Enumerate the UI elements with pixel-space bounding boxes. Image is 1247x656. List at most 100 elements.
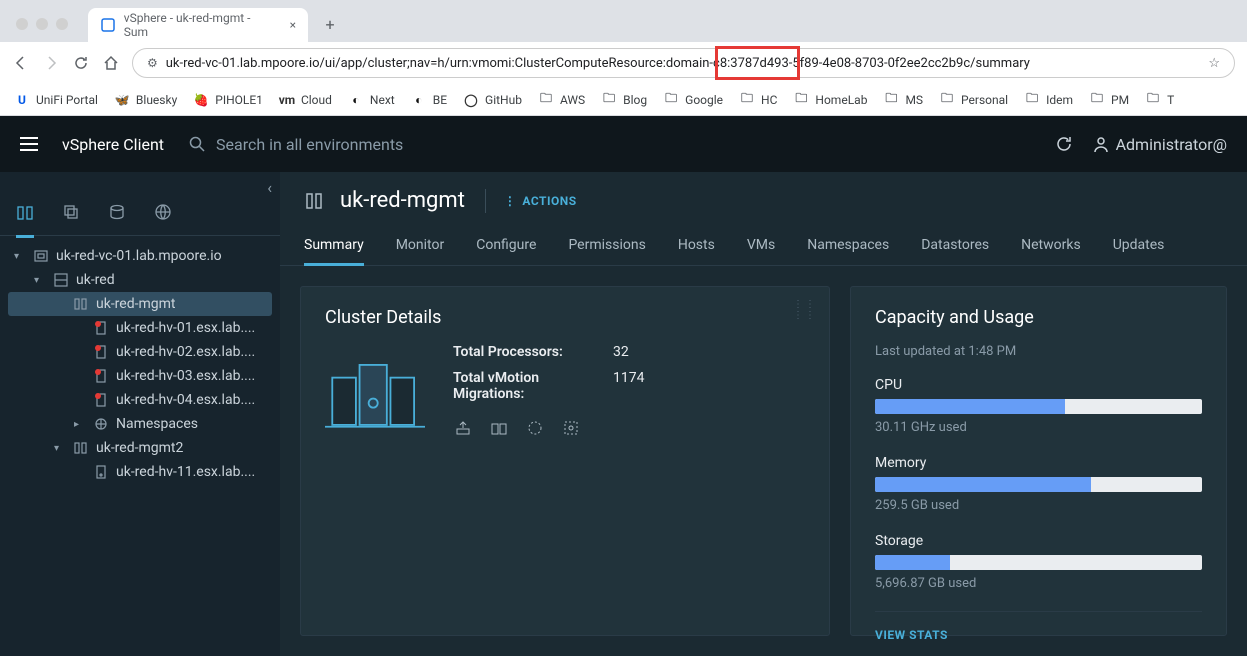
usage-title: Capacity and Usage: [875, 307, 1202, 328]
browser-tab[interactable]: vSphere - uk-red-mgmt - Sum ×: [88, 8, 308, 42]
bookmark-label: HomeLab: [815, 93, 867, 107]
sidebar: ‹ ▾uk-red-vc-01.lab.mpoore.io▾uk-red uk-r…: [0, 172, 280, 656]
tree-caret-icon[interactable]: ▸: [74, 419, 86, 430]
tree-item[interactable]: uk-red-hv-04.esx.lab....: [8, 388, 272, 412]
user-menu[interactable]: Administrator@: [1092, 135, 1227, 154]
tree-caret-icon[interactable]: ▾: [14, 251, 26, 262]
close-dot[interactable]: [16, 18, 28, 30]
tree-label: uk-red-hv-01.esx.lab....: [116, 320, 255, 336]
tab-hosts[interactable]: Hosts: [678, 227, 715, 265]
bookmark-item[interactable]: 🦋Bluesky: [110, 90, 181, 110]
tree-item[interactable]: uk-red-hv-11.esx.lab....: [8, 460, 272, 484]
global-search[interactable]: Search in all environments: [188, 135, 403, 154]
bookmark-item[interactable]: 🗀 HC: [735, 90, 781, 110]
stat-label: Total Processors:: [453, 344, 613, 360]
networking-icon[interactable]: [154, 203, 172, 221]
bookmark-item[interactable]: 🗀AWS: [534, 90, 589, 110]
tab-namespaces[interactable]: Namespaces: [807, 227, 889, 265]
user-label: Administrator@: [1116, 135, 1227, 154]
tab-updates[interactable]: Updates: [1113, 227, 1165, 265]
tree-node-icon: [92, 344, 110, 360]
tab-permissions[interactable]: Permissions: [568, 227, 645, 265]
vms-templates-icon[interactable]: [62, 203, 80, 221]
url-bar[interactable]: ⚙ uk-red-vc-01.lab.mpoore.io/ui/app/clus…: [132, 48, 1235, 78]
bookmark-label: UniFi Portal: [36, 93, 98, 107]
tab-close-icon[interactable]: ×: [290, 18, 296, 32]
tree-label: uk-red-hv-11.esx.lab....: [116, 464, 255, 480]
bookmark-item[interactable]: U UniFi Portal: [10, 90, 102, 110]
tree-node-icon: [92, 320, 110, 336]
tab-networks[interactable]: Networks: [1021, 227, 1081, 265]
bookmark-item[interactable]: ◐Next: [344, 90, 399, 110]
bookmark-item[interactable]: vmCloud: [275, 90, 336, 110]
actions-menu[interactable]: ⋮ ACTIONS: [485, 189, 577, 213]
bookmark-item[interactable]: ◐BE: [407, 90, 451, 110]
bookmark-label: HC: [761, 93, 777, 107]
bookmark-label: T: [1167, 93, 1174, 107]
bookmark-item[interactable]: ◯GitHub: [459, 90, 526, 110]
tab-monitor[interactable]: Monitor: [396, 227, 445, 265]
bookmark-icon: 🗀: [939, 92, 955, 108]
collapse-sidebar-icon[interactable]: ‹: [267, 178, 272, 197]
inventory-tree: ▾uk-red-vc-01.lab.mpoore.io▾uk-red uk-red…: [0, 236, 280, 656]
storage-icon[interactable]: [108, 203, 126, 221]
bookmark-label: Blog: [623, 93, 647, 107]
usage-bar: [875, 555, 1202, 570]
browser-tab-bar: vSphere - uk-red-mgmt - Sum × +: [0, 0, 1247, 42]
menu-icon[interactable]: [20, 137, 38, 151]
usage-bar: [875, 399, 1202, 414]
forward-icon[interactable]: [42, 54, 60, 72]
object-title: uk-red-mgmt: [340, 188, 465, 213]
bookmark-item[interactable]: 🍓PIHOLE1: [189, 90, 267, 110]
min-dot[interactable]: [36, 18, 48, 30]
star-icon[interactable]: ☆: [1208, 56, 1220, 71]
back-icon[interactable]: [12, 54, 30, 72]
bookmark-label: MS: [905, 93, 923, 107]
tree-caret-icon[interactable]: ▾: [54, 443, 66, 454]
max-dot[interactable]: [56, 18, 68, 30]
usage-subtitle: Last updated at 1:48 PM: [875, 344, 1202, 359]
feature-icon-row: [453, 418, 805, 438]
bookmark-item[interactable]: 🗀T: [1141, 90, 1178, 110]
tree-item[interactable]: ▾uk-red-vc-01.lab.mpoore.io: [8, 244, 272, 268]
tree-item[interactable]: uk-red-hv-03.esx.lab....: [8, 364, 272, 388]
view-stats-link[interactable]: VIEW STATS: [875, 611, 1202, 642]
tree-item[interactable]: ▸Namespaces: [8, 412, 272, 436]
bookmark-item[interactable]: 🗀Idem: [1020, 90, 1077, 110]
bookmark-icon: 🗀: [739, 92, 755, 108]
tree-node-icon: [92, 392, 110, 408]
tree-item[interactable]: ▾uk-red: [8, 268, 272, 292]
drag-handle-icon[interactable]: ⋮⋮⋮⋮: [793, 299, 817, 321]
tree-node-icon: [92, 416, 110, 432]
search-placeholder: Search in all environments: [216, 135, 403, 154]
tab-vms[interactable]: VMs: [747, 227, 775, 265]
tree-label: uk-red-mgmt: [96, 296, 175, 312]
home-icon[interactable]: [102, 54, 120, 72]
tree-label: uk-red-hv-04.esx.lab....: [116, 392, 255, 408]
tree-caret-icon[interactable]: ▾: [34, 275, 46, 286]
tree-item[interactable]: uk-red-hv-02.esx.lab....: [8, 340, 272, 364]
bookmark-icon: 🍓: [193, 92, 209, 108]
bookmark-item[interactable]: 🗀PM: [1085, 90, 1133, 110]
bookmark-item[interactable]: 🗀Personal: [935, 90, 1012, 110]
tree-node-icon: [92, 368, 110, 384]
tab-configure[interactable]: Configure: [476, 227, 536, 265]
bookmark-icon: U: [14, 92, 30, 108]
tree-item[interactable]: uk-red-hv-01.esx.lab....: [8, 316, 272, 340]
new-tab-button[interactable]: +: [316, 10, 344, 38]
tab-summary[interactable]: Summary: [304, 227, 364, 266]
tree-item[interactable]: ▾uk-red-mgmt2: [8, 436, 272, 460]
bookmark-item[interactable]: 🗀MS: [879, 90, 927, 110]
tree-node-icon: [72, 440, 90, 456]
reload-icon[interactable]: [72, 54, 90, 72]
refresh-icon[interactable]: [1054, 134, 1074, 154]
bookmark-item[interactable]: 🗀Google: [659, 90, 727, 110]
site-settings-icon[interactable]: ⚙: [147, 56, 158, 70]
bookmark-label: Cloud: [301, 93, 332, 107]
bookmark-item[interactable]: 🗀HomeLab: [789, 90, 871, 110]
tab-datastores[interactable]: Datastores: [921, 227, 989, 265]
tree-item[interactable]: uk-red-mgmt: [8, 292, 272, 316]
bookmark-item[interactable]: 🗀Blog: [597, 90, 651, 110]
hosts-clusters-icon[interactable]: [16, 203, 34, 238]
cluster-details-card: ⋮⋮⋮⋮ Cluster Details: [300, 286, 830, 636]
